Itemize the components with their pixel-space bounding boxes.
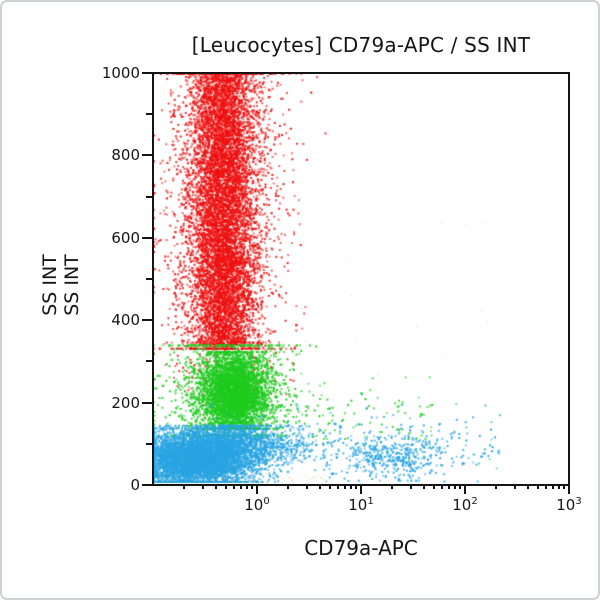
y-major-tick: [142, 72, 152, 74]
y-major-tick: [142, 484, 152, 486]
x-major-tick: [360, 484, 362, 494]
x-minor-tick: [232, 484, 235, 489]
x-minor-tick: [551, 484, 554, 489]
x-minor-tick: [245, 484, 248, 489]
y-minor-tick: [146, 278, 152, 280]
y-axis-title-duplicate: SS INT: [61, 254, 83, 316]
y-major-tick: [142, 401, 152, 404]
plot-title: [Leucocytes] CD79a-APC / SS INT: [191, 33, 531, 57]
x-minor-tick: [495, 484, 498, 489]
y-minor-tick: [146, 195, 152, 198]
x-minor-tick: [349, 484, 352, 489]
y-axis-title: SS INT: [39, 254, 61, 316]
x-minor-tick: [318, 484, 321, 489]
y-major-tick: [142, 236, 152, 239]
x-minor-tick: [305, 484, 308, 489]
y-minor-tick: [146, 360, 152, 363]
x-tick-label: 101: [348, 496, 374, 514]
x-minor-tick: [459, 484, 462, 489]
x-tick-label: 102: [452, 496, 478, 514]
x-minor-tick: [224, 484, 227, 489]
x-minor-tick: [391, 484, 394, 489]
x-major-tick: [464, 484, 466, 494]
x-minor-tick: [251, 484, 254, 489]
plot-area: [152, 72, 570, 486]
x-tick-label: 103: [556, 496, 582, 514]
y-major-tick: [142, 154, 152, 157]
x-minor-tick: [447, 484, 450, 489]
x-minor-tick: [557, 484, 560, 489]
x-minor-tick: [239, 484, 242, 489]
x-minor-tick: [201, 484, 204, 489]
y-major-tick: [142, 319, 152, 322]
y-minor-tick: [146, 113, 152, 116]
x-major-tick: [568, 484, 570, 494]
y-minor-tick: [146, 442, 152, 445]
x-minor-tick: [343, 484, 346, 489]
x-minor-tick: [563, 484, 566, 489]
x-minor-tick: [432, 484, 435, 489]
x-minor-tick: [336, 484, 339, 489]
x-minor-tick: [536, 484, 539, 489]
dot-plot-canvas[interactable]: [154, 74, 568, 484]
x-minor-tick: [183, 484, 186, 489]
x-minor-tick: [526, 484, 529, 489]
x-minor-tick: [409, 484, 412, 489]
x-minor-tick: [214, 484, 217, 489]
y-tick-label: 600: [111, 228, 140, 247]
y-tick-label: 800: [111, 146, 140, 165]
y-tick-label: 0: [130, 476, 140, 494]
y-tick-label: 400: [111, 311, 140, 330]
x-minor-tick: [355, 484, 358, 489]
x-axis-title: CD79a-APC: [304, 536, 418, 560]
x-minor-tick: [287, 484, 290, 489]
x-tick-label: 100: [244, 496, 270, 514]
y-tick-label: 200: [111, 393, 140, 412]
x-minor-tick: [513, 484, 516, 489]
x-minor-tick: [328, 484, 331, 489]
x-major-tick: [256, 484, 258, 494]
x-minor-tick: [440, 484, 443, 489]
x-minor-tick: [453, 484, 456, 489]
x-minor-tick: [544, 484, 547, 489]
x-minor-tick: [422, 484, 425, 489]
y-tick-label: 1000: [101, 64, 140, 82]
